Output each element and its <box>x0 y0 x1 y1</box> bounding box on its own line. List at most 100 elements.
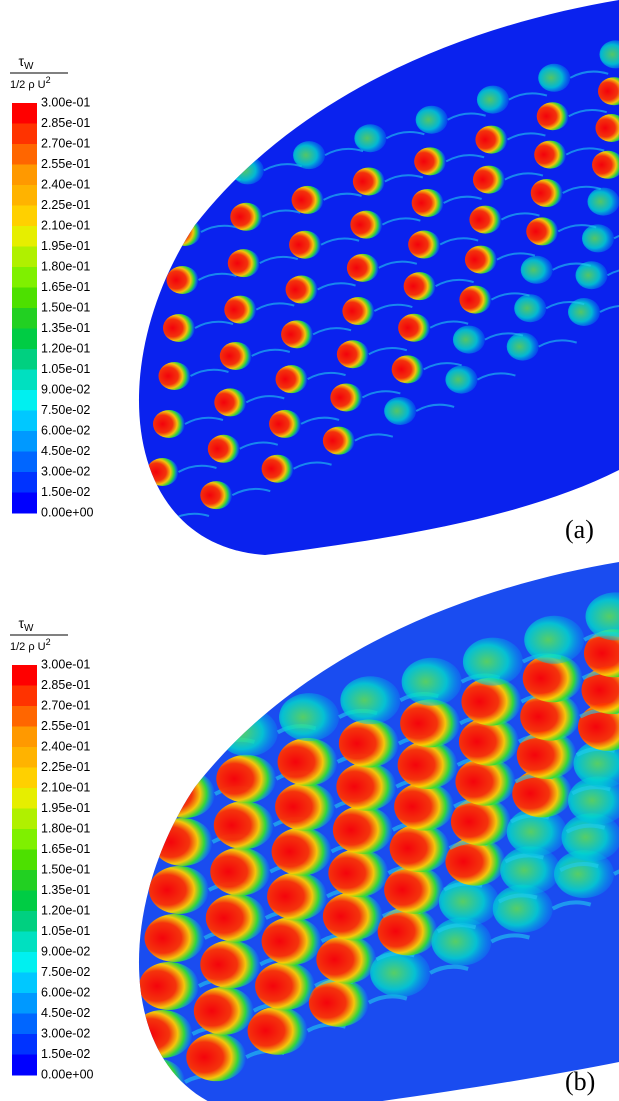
wake <box>245 395 285 404</box>
wake <box>367 994 408 1005</box>
spot <box>200 481 233 510</box>
spot <box>213 801 274 850</box>
wake <box>255 302 295 311</box>
spot <box>445 837 506 886</box>
wake <box>198 272 237 281</box>
panel: τW 1/2 ρ U2 3.00e-01 2.85e-01 2.70e-01 2.55e-… <box>10 0 619 555</box>
wake <box>506 132 546 141</box>
spot <box>520 692 581 741</box>
color-swatch <box>12 1013 37 1035</box>
spot <box>219 341 252 370</box>
legend-level: 1.80e-01 <box>41 259 90 273</box>
spot <box>408 230 441 259</box>
spot <box>522 654 583 703</box>
wake <box>293 461 332 470</box>
spot <box>261 917 322 966</box>
spot <box>193 986 254 1035</box>
spot <box>452 325 485 354</box>
spot <box>210 847 271 896</box>
color-swatch <box>12 665 37 686</box>
surface-features <box>139 40 619 534</box>
color-swatch <box>12 472 37 493</box>
spot <box>322 426 355 455</box>
spot <box>582 224 614 253</box>
spot <box>207 434 240 463</box>
spot <box>384 396 417 425</box>
legend-level: 2.85e-01 <box>41 678 90 692</box>
wake <box>447 112 486 121</box>
color-swatch <box>12 993 37 1014</box>
color-swatch <box>12 185 37 206</box>
color-swatch <box>12 911 37 932</box>
color-swatch <box>12 972 37 994</box>
spot <box>289 230 322 259</box>
spot <box>530 179 563 208</box>
color-swatch <box>12 685 37 707</box>
spot <box>281 320 314 349</box>
wake <box>354 433 394 442</box>
spot <box>152 818 213 866</box>
legend-level: 3.00e-01 <box>41 657 90 671</box>
legend-level: 1.20e-01 <box>41 341 90 355</box>
wake <box>559 861 599 872</box>
spot <box>138 1010 193 1058</box>
panel-label: (a) <box>565 515 594 544</box>
legend-level: 9.00e-02 <box>41 944 90 958</box>
wake <box>324 147 364 157</box>
wake <box>551 900 592 911</box>
legend-level: 2.55e-01 <box>41 157 90 171</box>
color-swatch <box>12 410 37 432</box>
legend-level: 1.35e-01 <box>41 321 90 335</box>
wake <box>568 108 608 118</box>
spot <box>340 676 401 725</box>
color-swatch <box>12 205 37 227</box>
spot <box>227 249 260 278</box>
color-swatch <box>12 369 37 391</box>
spot <box>598 77 619 106</box>
spot <box>475 125 508 154</box>
legend-title-numerator: τW <box>19 53 35 72</box>
color-swatch <box>12 349 37 370</box>
wake <box>443 195 482 204</box>
spot <box>169 218 201 246</box>
legend-level: 7.50e-02 <box>41 403 90 417</box>
wake <box>239 441 279 450</box>
spot <box>352 167 385 196</box>
spot <box>170 170 203 198</box>
spot <box>411 188 444 217</box>
wake <box>261 209 301 218</box>
spot <box>156 722 217 770</box>
wake <box>490 292 530 301</box>
spot <box>414 147 447 176</box>
wake <box>317 282 356 291</box>
wake <box>184 416 224 425</box>
legend-title-denominator: 1/2 ρ U2 <box>10 637 51 653</box>
wake <box>378 260 418 269</box>
wake <box>490 933 531 944</box>
spot <box>230 202 263 231</box>
spot <box>520 255 553 284</box>
wake <box>545 300 585 310</box>
spot <box>166 266 199 294</box>
spot <box>585 592 619 641</box>
spot <box>322 892 383 941</box>
subscript: W <box>24 623 34 634</box>
legend-level: 0.00e+00 <box>41 505 94 519</box>
spot <box>158 362 191 390</box>
denominator: 1/2 ρ U <box>10 641 46 653</box>
legend-level: 4.50e-02 <box>41 444 90 458</box>
spot <box>599 40 619 69</box>
spot <box>336 762 397 811</box>
wake <box>231 487 271 497</box>
legend-level: 9.00e-02 <box>41 382 90 396</box>
spot <box>459 285 492 314</box>
legend-level: 6.00e-02 <box>41 423 90 437</box>
spot <box>338 719 399 768</box>
wake <box>429 964 469 975</box>
spot <box>403 272 436 301</box>
legend-level: 1.35e-01 <box>41 883 90 897</box>
legend-level: 2.40e-01 <box>41 739 90 753</box>
legend-level: 1.50e-02 <box>41 1047 90 1061</box>
spot <box>346 253 379 282</box>
